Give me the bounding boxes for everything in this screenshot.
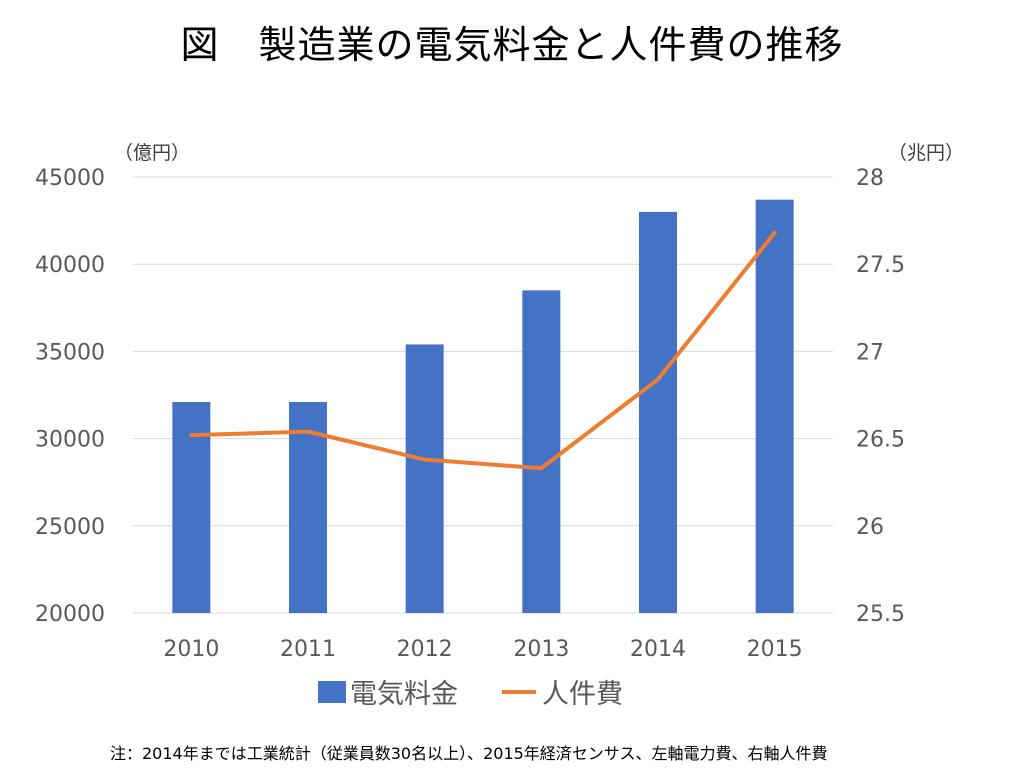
right-axis-ticks: 25.5 26 26.5 27 27.5 28 — [856, 166, 905, 627]
x-tick-label: 2010 — [163, 637, 219, 662]
left-tick-label: 25000 — [35, 515, 105, 540]
legend-bar-label: 電気料金 — [350, 679, 458, 710]
line-path — [189, 230, 777, 471]
x-axis-ticks: 2010 2011 2012 2013 2014 2015 — [163, 637, 802, 662]
legend: 電気料金 人件費 — [0, 672, 1024, 712]
footnote: 注：2014年までは工業統計（従業員数30名以上）、2015年経済センサス、左軸… — [110, 744, 828, 763]
right-tick-label: 26 — [856, 515, 884, 540]
x-tick-label: 2013 — [513, 637, 569, 662]
bar — [522, 290, 561, 613]
legend-line-label: 人件費 — [542, 679, 623, 710]
x-tick-label: 2015 — [747, 637, 803, 662]
left-axis-unit: （億円） — [114, 142, 191, 164]
x-tick-label: 2011 — [280, 637, 336, 662]
right-tick-label: 27.5 — [856, 253, 905, 278]
right-tick-label: 28 — [856, 166, 884, 191]
left-tick-label: 30000 — [35, 428, 105, 453]
legend-item-line: 人件費 — [502, 672, 623, 711]
chart-plot: 20000 25000 30000 35000 40000 45000 25.5 26 26.… — [35, 166, 905, 662]
right-tick-label: 26.5 — [856, 428, 905, 453]
legend-bar-swatch — [318, 680, 346, 703]
legend-line-swatch — [502, 689, 536, 694]
left-axis-ticks: 20000 25000 30000 35000 40000 45000 — [35, 166, 105, 627]
left-tick-label: 20000 — [35, 602, 105, 627]
bar-series — [172, 199, 794, 613]
bar — [405, 344, 444, 613]
right-axis-unit: （兆円） — [888, 142, 965, 164]
left-tick-label: 45000 — [35, 166, 105, 191]
line-series — [189, 230, 777, 471]
left-tick-label: 40000 — [35, 253, 105, 278]
bar — [289, 401, 327, 613]
chart-title: 図 製造業の電気料金と人件費の推移 — [180, 23, 844, 67]
bar — [755, 199, 794, 613]
bar — [639, 211, 677, 613]
bar — [172, 401, 211, 613]
x-tick-label: 2012 — [397, 637, 453, 662]
legend-item-bar: 電気料金 — [318, 672, 458, 711]
x-tick-label: 2014 — [630, 637, 686, 662]
right-tick-label: 27 — [856, 340, 884, 365]
left-tick-label: 35000 — [35, 340, 105, 365]
gridlines — [133, 176, 833, 614]
right-tick-label: 25.5 — [856, 602, 905, 627]
